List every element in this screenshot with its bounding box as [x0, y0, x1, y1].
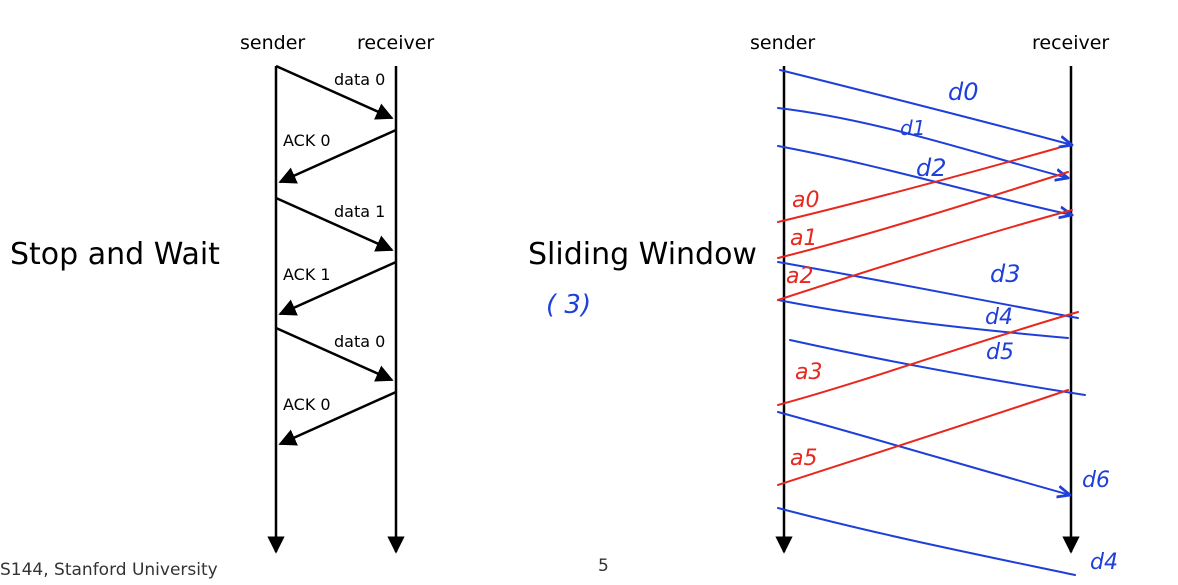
slw-hand-a5: a5: [790, 446, 818, 471]
sw-msg-label-2: ACK 0: [283, 131, 331, 150]
sw-msg-label-4: ACK 1: [283, 265, 331, 284]
slw-red-a1: [777, 171, 1069, 259]
slw-hand-d3: d3: [990, 260, 1021, 288]
sw-msg-label-5: data 0: [334, 332, 386, 351]
slw-hand-d5: d5: [986, 340, 1014, 365]
slw-hand-d4b: d4: [1090, 550, 1118, 575]
slw-blue-d3: [777, 261, 1079, 319]
sw-msg-label-1: data 0: [334, 70, 386, 89]
sw-msg-data0: [275, 64, 394, 120]
sw-msg-ack1: [278, 260, 397, 316]
slw-hand-d1: d1: [900, 116, 926, 140]
sw-receiver-label: receiver: [357, 32, 435, 54]
sw-sender-label: sender: [240, 32, 306, 54]
slw-hand-d6: d6: [1082, 468, 1110, 493]
slw-red-a2: [777, 209, 1073, 301]
slw-window-note: ( 3): [546, 290, 592, 320]
slw-blue-d2: [777, 145, 1072, 215]
slw-hand-d0: d0: [948, 78, 979, 106]
slw-hand-d4: d4: [985, 305, 1013, 330]
sw-msg-data1: [275, 196, 394, 252]
sw-msg-data0b: [275, 326, 394, 382]
sw-title: Stop and Wait: [10, 237, 220, 272]
slw-hand-d2: d2: [916, 154, 947, 182]
sw-msg-ack0b: [278, 390, 397, 446]
sw-msg-ack0: [278, 128, 397, 184]
slw-blue-d1: [777, 107, 1068, 178]
slw-hand-a0: a0: [792, 188, 820, 213]
slw-hand-a2: a2: [786, 264, 814, 289]
slw-red-a0: [777, 147, 1059, 223]
slw-hand-a1: a1: [790, 226, 818, 251]
footer-course: S144, Stanford University: [0, 560, 218, 580]
slw-red-a5: [777, 389, 1069, 486]
slw-blue-d5: [777, 411, 1070, 495]
slw-blue-d6: [777, 507, 1076, 576]
slw-blue-d0: [779, 69, 1072, 145]
slw-red-a3: [777, 311, 1079, 406]
slw-sender-label: sender: [750, 32, 816, 54]
slw-hand-a3: a3: [795, 360, 823, 385]
slw-title: Sliding Window: [528, 237, 757, 272]
sw-msg-label-3: data 1: [334, 202, 386, 221]
slw-blue-d4b: [789, 339, 1086, 396]
slw-blue-d4: [777, 299, 1069, 339]
sw-msg-label-6: ACK 0: [283, 395, 331, 414]
footer-page-number: 5: [598, 556, 609, 576]
slw-receiver-label: receiver: [1032, 32, 1110, 54]
